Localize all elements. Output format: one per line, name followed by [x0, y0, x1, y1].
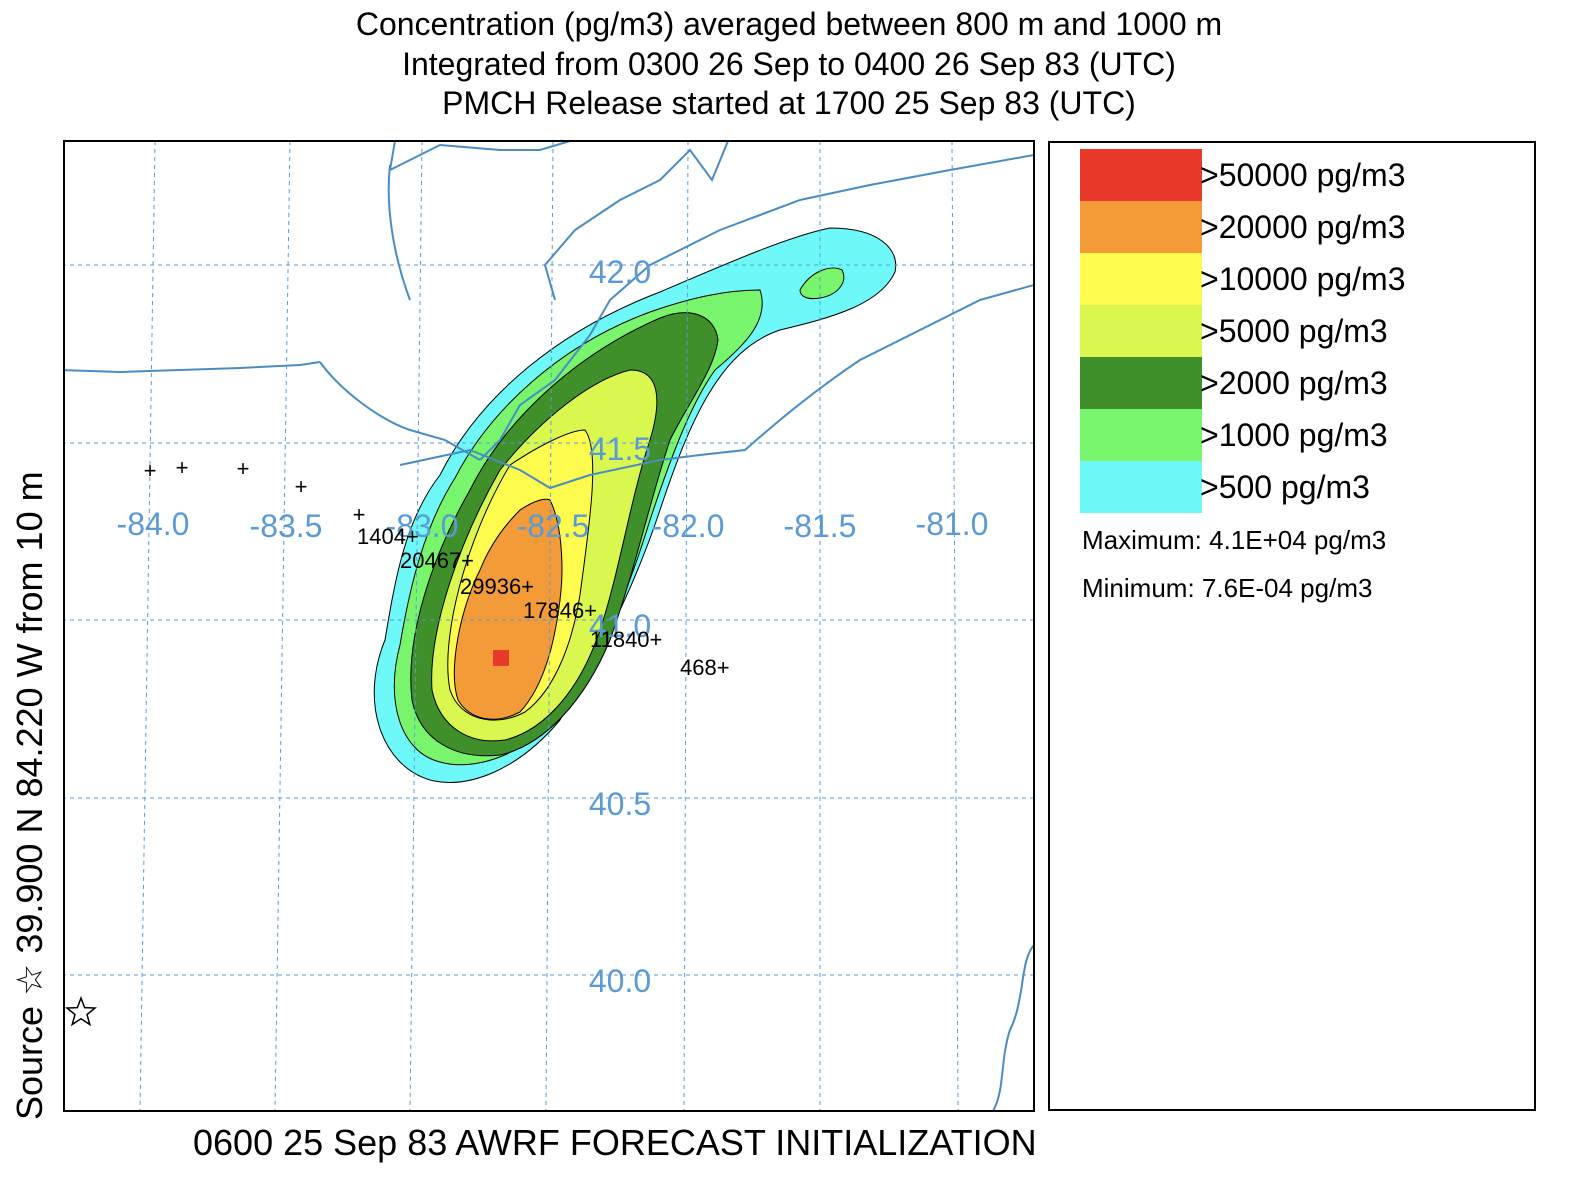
- legend-swatch: [1080, 201, 1202, 253]
- sampler-value: 1404+: [357, 524, 419, 549]
- forecast-footer: 0600 25 Sep 83 AWRF FORECAST INITIALIZAT…: [193, 1122, 1037, 1163]
- lat-label: 41.0: [589, 608, 651, 644]
- concentration-plume: [373, 227, 897, 783]
- lon-label: -83.5: [250, 508, 323, 544]
- lon-label: -82.0: [652, 508, 725, 544]
- legend-swatch: [1080, 253, 1202, 305]
- legend-swatch: [1080, 357, 1202, 409]
- legend-label: >1000 pg/m3: [1200, 417, 1388, 453]
- legend-label: >50000 pg/m3: [1200, 157, 1406, 193]
- sampler-value: 20467+: [400, 548, 474, 573]
- legend-label: >2000 pg/m3: [1200, 365, 1388, 401]
- lon-label: -81.0: [916, 506, 989, 542]
- sampler-value: 29936+: [460, 574, 534, 599]
- map-border: [63, 140, 1035, 1112]
- lat-label: 40.0: [589, 963, 651, 999]
- lat-label: 41.5: [589, 431, 651, 467]
- minimum-value: Minimum: 7.6E-04 pg/m3: [1082, 573, 1373, 603]
- contour-20000: [453, 498, 563, 720]
- lon-label: -83.0: [386, 508, 459, 544]
- sampler-marker: +: [295, 474, 308, 499]
- sampler-marker: +: [237, 456, 250, 481]
- legend-panel: >50000 pg/m3 >20000 pg/m3 >10000 pg/m3 >…: [1048, 141, 1536, 1111]
- sampler-marker: +: [144, 458, 157, 483]
- lon-label: -81.5: [784, 508, 857, 544]
- legend-label: >500 pg/m3: [1200, 469, 1370, 505]
- sampler-marker: +: [176, 455, 189, 480]
- legend-label: >10000 pg/m3: [1200, 261, 1406, 297]
- legend-swatch: [1080, 409, 1202, 461]
- lon-label: -82.5: [517, 508, 590, 544]
- legend-swatch: [1080, 149, 1202, 201]
- legend-swatch: [1080, 305, 1202, 357]
- title-line-2: Integrated from 0300 26 Sep to 0400 26 S…: [402, 46, 1176, 82]
- legend-swatch: [1080, 461, 1202, 513]
- lat-label: 42.0: [589, 254, 651, 290]
- boundaries: [64, 141, 1034, 1111]
- star-outline-icon: [64, 995, 98, 1027]
- sampler-marker: +: [353, 502, 366, 527]
- lon-label: -84.0: [117, 506, 190, 542]
- grid: [64, 141, 1034, 1111]
- title-line-1: Concentration (pg/m3) averaged between 8…: [355, 6, 1223, 42]
- maximum-value: Maximum: 4.1E+04 pg/m3: [1082, 525, 1387, 555]
- legend-label: >5000 pg/m3: [1200, 313, 1388, 349]
- sampler-value: 11840+: [590, 627, 662, 652]
- title-line-3: PMCH Release started at 1700 25 Sep 83 (…: [442, 85, 1136, 121]
- sampler-value: 17846+: [523, 598, 597, 623]
- source-label: Source ☆ 39.900 N 84.220 W from 10 m: [9, 471, 50, 1120]
- maximum-marker: [493, 650, 509, 666]
- legend-label: >20000 pg/m3: [1200, 209, 1406, 245]
- sampler-value: 468+: [680, 655, 730, 680]
- lat-label: 40.5: [589, 786, 651, 822]
